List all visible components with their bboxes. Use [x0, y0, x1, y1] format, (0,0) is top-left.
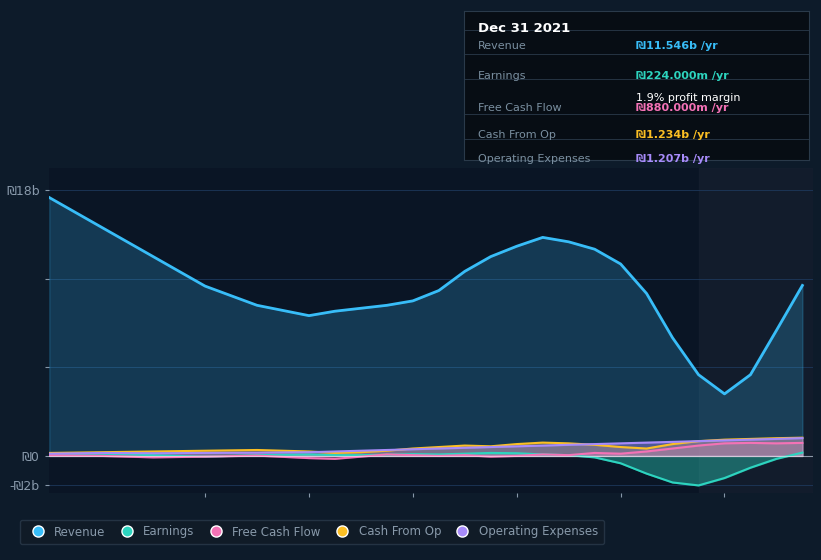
- Text: Dec 31 2021: Dec 31 2021: [478, 22, 570, 35]
- Bar: [699, 168, 813, 493]
- Text: Cash From Op: Cash From Op: [478, 130, 556, 140]
- Text: Operating Expenses: Operating Expenses: [478, 153, 590, 164]
- Text: ₪1.234b /yr: ₪1.234b /yr: [636, 130, 710, 140]
- Text: Free Cash Flow: Free Cash Flow: [478, 103, 562, 113]
- Text: Revenue: Revenue: [478, 41, 526, 51]
- Text: ₪224.000m /yr: ₪224.000m /yr: [636, 71, 729, 81]
- Text: ₪880.000m /yr: ₪880.000m /yr: [636, 103, 729, 113]
- Text: ₪1.207b /yr: ₪1.207b /yr: [636, 153, 710, 164]
- Text: 1.9% profit margin: 1.9% profit margin: [636, 93, 741, 103]
- Text: ₪11.546b /yr: ₪11.546b /yr: [636, 41, 718, 51]
- Legend: Revenue, Earnings, Free Cash Flow, Cash From Op, Operating Expenses: Revenue, Earnings, Free Cash Flow, Cash …: [20, 520, 604, 544]
- Text: Earnings: Earnings: [478, 71, 526, 81]
